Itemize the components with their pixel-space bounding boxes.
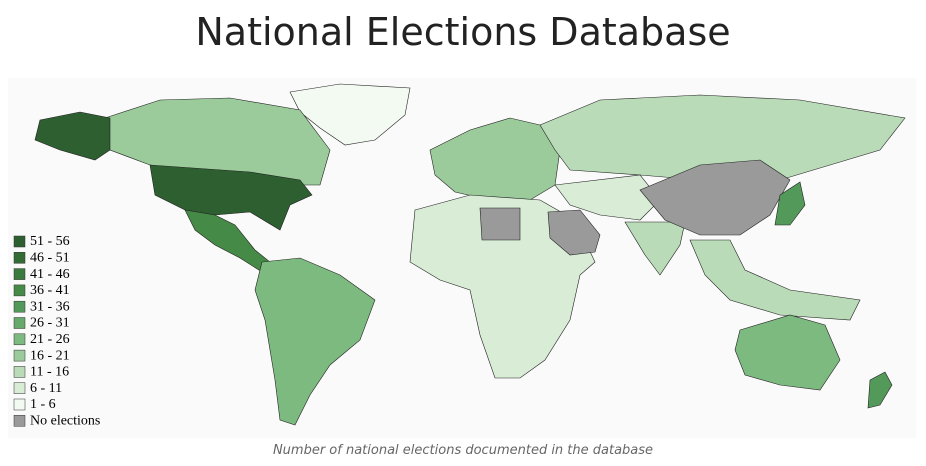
legend-swatch: [13, 284, 26, 297]
new-zealand: [867, 371, 893, 409]
legend-swatch: [13, 268, 26, 280]
china: [639, 159, 791, 236]
legend-label: 21 - 26: [30, 332, 70, 347]
central-asia: [554, 174, 661, 221]
legend-swatch: [13, 235, 26, 248]
legend-swatch: [13, 398, 26, 411]
legend-label: 26 - 31: [30, 316, 70, 331]
legend-swatch: [13, 317, 26, 329]
legend-swatch: [13, 415, 26, 427]
continents: [34, 83, 906, 426]
legend-swatch: [13, 252, 26, 264]
legend-swatch: [13, 300, 26, 313]
libya: [479, 207, 521, 241]
russia: [539, 94, 906, 181]
legend-swatch: [13, 382, 26, 394]
legend-label: No elections: [30, 414, 100, 429]
australia: [734, 314, 841, 391]
legend-swatch: [13, 333, 26, 346]
alaska: [34, 111, 111, 161]
south-america: [254, 257, 376, 426]
legend-label: 16 - 21: [30, 348, 70, 363]
africa: [409, 194, 596, 379]
greenland: [289, 83, 411, 146]
legend-label: 36 - 41: [30, 283, 70, 298]
legend-label: 11 - 16: [30, 365, 69, 380]
legend-swatch: [13, 366, 26, 378]
legend-label: 1 - 6: [30, 397, 56, 412]
legend-label: 31 - 36: [30, 299, 70, 314]
southeast-asia: [689, 239, 861, 321]
legend-label: 41 - 46: [30, 267, 70, 282]
legend-label: 46 - 51: [30, 251, 70, 266]
arabia: [547, 209, 601, 256]
canada: [104, 97, 331, 186]
legend-swatch: [13, 349, 26, 362]
legend-label: 51 - 56: [30, 234, 70, 249]
usa: [149, 164, 313, 231]
caption: Number of national elections documented …: [272, 443, 654, 458]
japan: [774, 181, 806, 226]
page-title: National Elections Database: [195, 10, 731, 54]
legend-label: 6 - 11: [30, 381, 62, 396]
